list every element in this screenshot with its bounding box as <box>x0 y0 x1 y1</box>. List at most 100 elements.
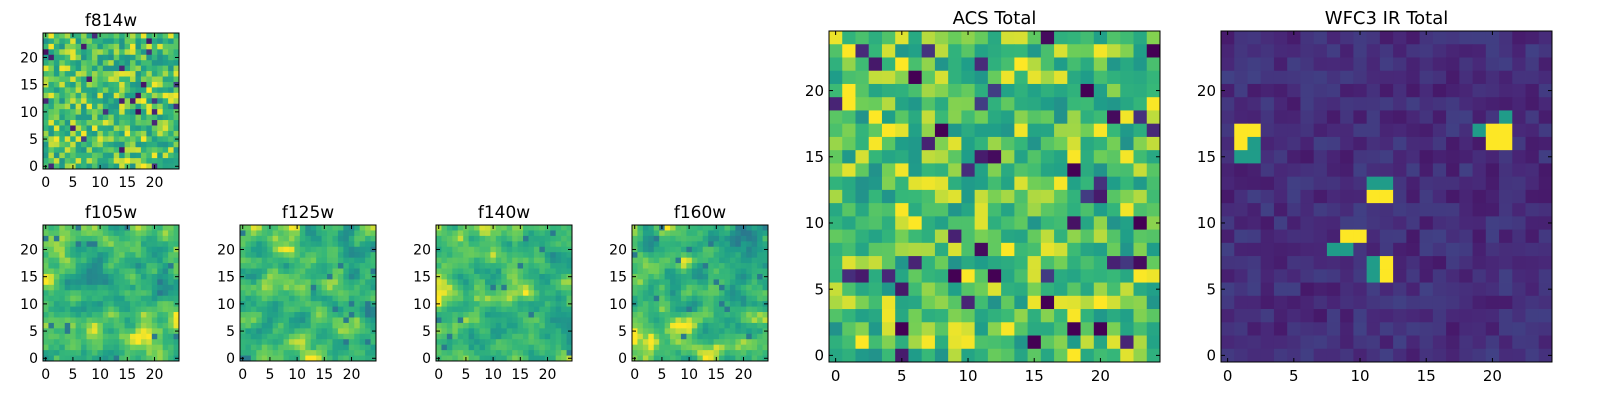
heatmap-cell <box>729 322 736 329</box>
heatmap-cell <box>1379 136 1394 151</box>
heatmap-cell <box>1054 216 1068 230</box>
heatmap-cell <box>135 225 142 231</box>
heatmap-cell <box>495 284 502 291</box>
heatmap-cell <box>479 235 486 242</box>
heatmap-cell <box>97 130 104 137</box>
heatmap-cell <box>506 344 513 351</box>
heatmap-cell <box>934 269 949 283</box>
x-tick-label: 20 <box>735 367 753 383</box>
heatmap-cell <box>664 312 671 318</box>
heatmap-cell <box>81 284 87 291</box>
heatmap-cell <box>354 339 361 346</box>
heatmap-cell <box>64 125 71 132</box>
heatmap-cell <box>632 284 638 291</box>
heatmap-cell <box>1379 163 1394 178</box>
heatmap-cell <box>463 312 470 318</box>
heatmap-cell <box>135 54 142 61</box>
heatmap-cell <box>102 317 109 324</box>
heatmap-cell <box>648 328 655 335</box>
heatmap-cell <box>332 230 339 237</box>
heatmap-cell <box>490 333 497 340</box>
heatmap-cell <box>501 230 508 237</box>
heatmap-cell <box>113 87 120 94</box>
heatmap-cell <box>670 290 676 297</box>
heatmap-cell <box>948 163 962 178</box>
heatmap-cell <box>316 246 322 253</box>
heatmap-cell <box>495 333 502 340</box>
y-tick-label: 10 <box>1197 214 1216 232</box>
heatmap-cell <box>135 130 142 137</box>
heatmap-cell <box>75 152 82 159</box>
plot-frame <box>42 224 180 362</box>
heatmap-cell <box>1459 322 1473 336</box>
heatmap-cell <box>48 246 55 253</box>
heatmap-cell <box>43 60 49 67</box>
heatmap-cell <box>113 339 120 346</box>
heatmap-cell <box>53 344 60 351</box>
heatmap-cell <box>283 263 290 269</box>
heatmap-cell <box>550 235 557 242</box>
heatmap-cell <box>70 81 77 88</box>
heatmap-cell <box>1054 83 1068 98</box>
heatmap-cell <box>566 235 573 242</box>
heatmap-cell <box>1366 57 1381 72</box>
heatmap-cell <box>550 279 557 286</box>
x-tick-label: 0 <box>41 367 50 383</box>
heatmap-cell <box>1472 70 1487 85</box>
heatmap-cell <box>70 257 77 264</box>
heatmap-cell <box>1001 70 1015 85</box>
heatmap-cell <box>81 230 87 237</box>
heatmap-cell <box>288 322 295 329</box>
heatmap-cell <box>528 241 535 248</box>
heatmap-cell <box>724 284 731 291</box>
heatmap-cell <box>446 328 453 335</box>
heatmap-cell <box>354 268 361 275</box>
heatmap-cell <box>162 130 169 137</box>
heatmap-cell <box>550 301 557 307</box>
heatmap-cell <box>1326 216 1341 230</box>
heatmap-cell <box>441 290 448 297</box>
heatmap-cell <box>146 252 153 259</box>
heatmap-cell <box>256 246 263 253</box>
heatmap-cells <box>43 225 180 362</box>
heatmap-cell <box>691 328 698 335</box>
heatmap-cell <box>108 163 115 170</box>
heatmap-cell <box>75 125 82 132</box>
heatmap-cell <box>305 284 312 291</box>
heatmap-cell <box>1273 256 1288 270</box>
heatmap-cell <box>59 147 66 154</box>
heatmap-cell <box>512 252 518 259</box>
heatmap-cell <box>1340 256 1354 270</box>
heatmap-cell <box>842 309 856 323</box>
heatmap-cell <box>86 120 93 126</box>
heatmap-cell <box>1146 348 1161 363</box>
heatmap-cell <box>108 98 115 105</box>
heatmap-cell <box>102 333 109 340</box>
heatmap-cell <box>359 268 366 275</box>
heatmap-cell <box>501 328 508 335</box>
heatmap-cell <box>1287 110 1301 125</box>
heatmap-cell <box>108 81 115 88</box>
heatmap-cell <box>75 130 82 137</box>
heatmap-cell <box>1040 348 1055 363</box>
heatmap-cell <box>1080 136 1095 151</box>
heatmap-cell <box>168 301 174 307</box>
heatmap-cell <box>934 295 949 310</box>
heatmap-cell <box>337 246 344 253</box>
heatmap-cell <box>1459 31 1473 45</box>
heatmap-cell <box>97 98 104 105</box>
heatmap-cell <box>70 273 77 280</box>
heatmap-cell <box>934 189 949 204</box>
heatmap-cell <box>1133 269 1148 283</box>
heatmap-cell <box>283 235 290 242</box>
heatmap-cell <box>948 335 962 350</box>
heatmap-cell <box>332 301 339 307</box>
heatmap-cell <box>1067 189 1081 204</box>
heatmap-cell <box>686 263 693 269</box>
heatmap-cell <box>124 241 131 248</box>
heatmap-cell <box>713 284 720 291</box>
heatmap-cell <box>140 92 147 99</box>
heatmap-cell <box>113 33 120 39</box>
heatmap-cell <box>168 284 174 291</box>
